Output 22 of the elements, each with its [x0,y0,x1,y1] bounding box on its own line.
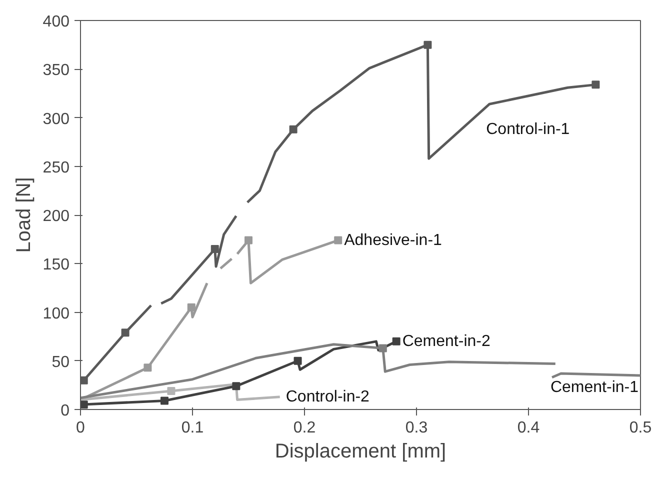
y-tick-label: 100 [42,305,70,322]
y-tick-label: 350 [42,62,70,80]
y-tick-label: 150 [42,256,70,274]
x-tick-label: 0 [76,420,86,436]
x-axis-title: Displacement [mm] [274,440,446,462]
series-label: Cement-in-1 [550,378,639,396]
x-tick-label: 0.3 [405,420,428,436]
x-tick-label: 0.1 [181,420,204,436]
y-tick-label: 300 [42,110,70,128]
x-tick-label: 0.4 [517,420,540,436]
y-tick-label: 250 [42,159,70,176]
y-tick-label: 0 [60,402,70,420]
series-label: Control-in-2 [286,388,370,406]
y-tick-label: 200 [42,208,70,225]
y-tick-label: 400 [42,14,70,30]
x-tick-label: 0.5 [629,420,652,436]
y-axis-title: Load [N] [12,177,35,253]
x-tick-label: 0.2 [293,420,316,436]
series-label: Cement-in-2 [402,332,490,350]
series-label: Adhesive-in-1 [344,232,442,249]
y-tick-label: 50 [52,354,70,371]
series-label: Control-in-1 [486,121,570,138]
